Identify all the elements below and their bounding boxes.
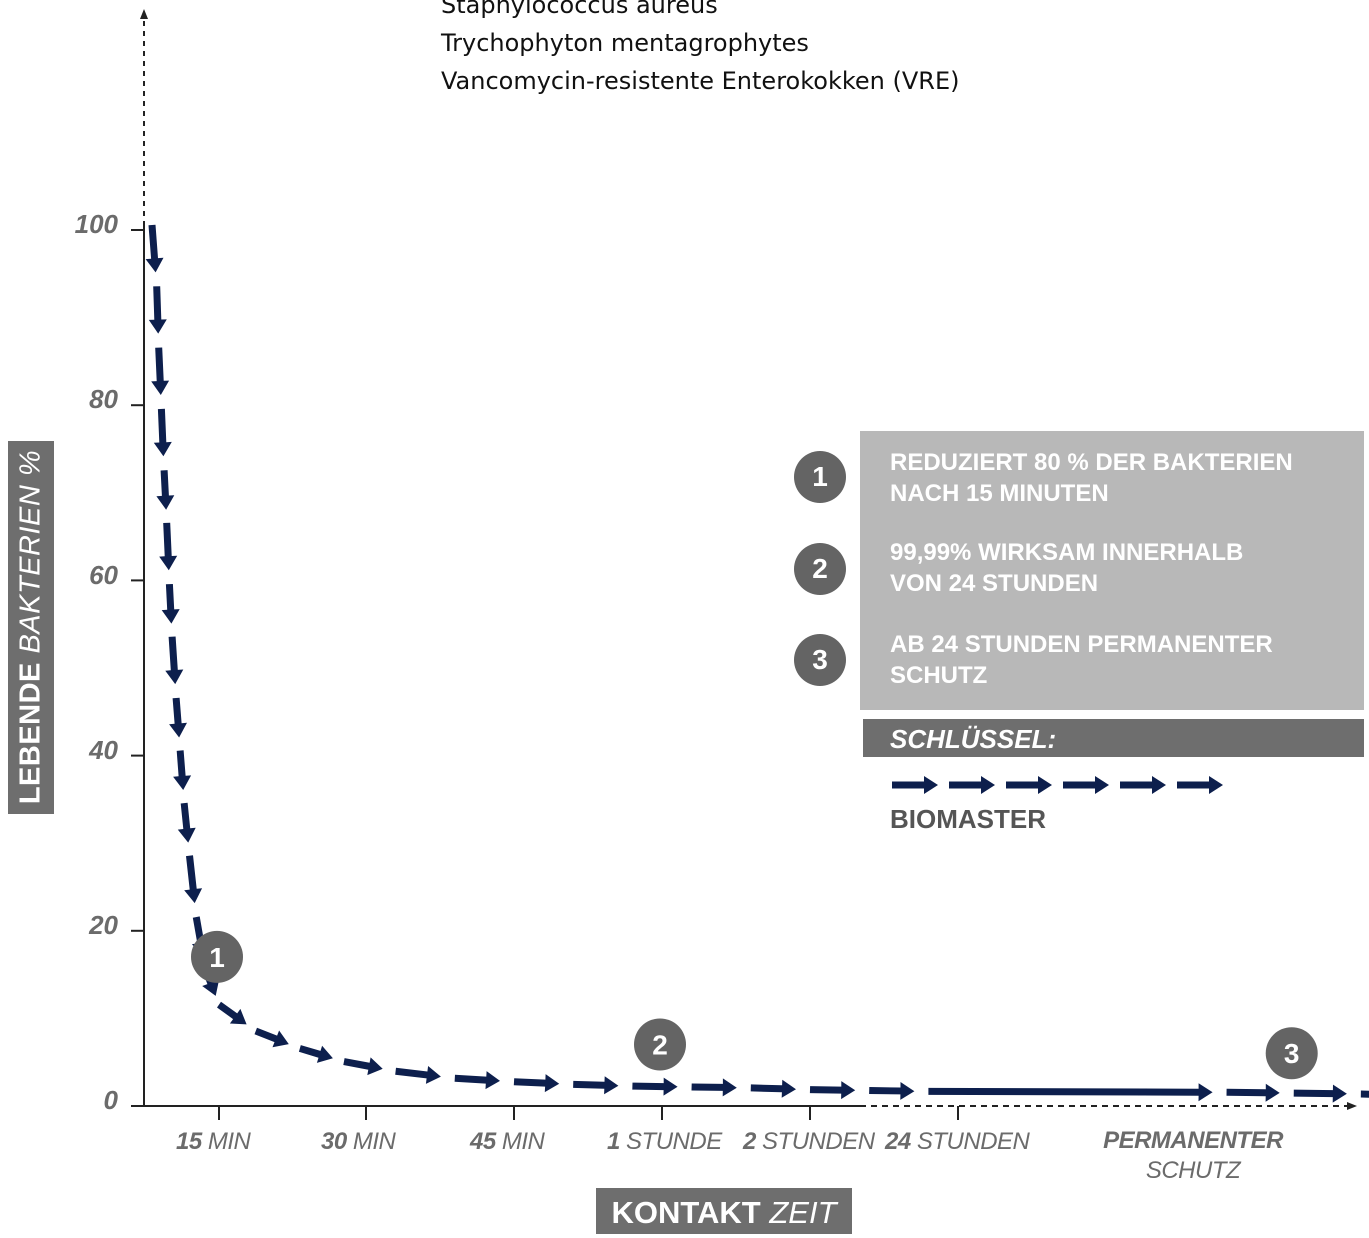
series-arrow [148,286,167,334]
x-tick-permanent-line1: PERMANENTER [1103,1127,1283,1154]
x-tick-unit: STUNDEN [910,1128,1030,1155]
y-axis-title-bold: LEBENDE [14,662,47,805]
legend-badge: 1 [794,451,846,503]
series-arrow [165,636,184,685]
y-tick-label: 60 [89,560,118,590]
series-arrow [454,1071,500,1090]
annotation-badge [1265,1027,1318,1080]
series-arrow [632,1077,678,1096]
y-tick-marks [131,229,144,1107]
x-axis-title: KONTAKT ZEIT [596,1188,852,1234]
x-tick-number: 2 [743,1128,756,1155]
series-arrow [1293,1084,1347,1103]
x-tick-label-permanent: PERMANENTER SCHUTZ [1098,1126,1288,1186]
series-arrow [153,408,172,457]
series-arrow [573,1076,619,1095]
x-tick-label: 1 STUNDE [607,1130,722,1154]
series-arrow [184,855,203,904]
annotation-badge [191,930,243,983]
organism-3: Vancomycin-resistente Enterokokken (VRE) [441,67,960,95]
y-axis-title-box [8,441,54,814]
x-tick-label: 45 MIN [470,1128,545,1155]
x-tick-number: 45 [470,1128,496,1155]
x-axis-title-italic: ZEIT [769,1195,837,1230]
organism-list: Staphylococcus aureus Trychophyton menta… [441,0,959,100]
x-tick-marks [218,1106,959,1120]
legend-item: 99,99% WIRKSAM INNERHALB VON 24 STUNDEN [890,537,1360,599]
series-arrow [809,1081,856,1100]
series-arrow [513,1074,560,1093]
series-arrow [395,1066,441,1084]
point-annotations: 1 2 3 [191,930,1318,1080]
x-tick-unit: STUNDEN [755,1128,875,1155]
legend-key-arrow [1006,776,1052,794]
annotation-badge [634,1018,686,1071]
x-axis-title-bold: KONTAKT [611,1195,761,1230]
series-arrow [1360,1090,1369,1098]
legend-key-title: SCHLÜSSEL: [863,719,1364,757]
x-tick-permanent-line2: SCHUTZ [1145,1157,1241,1184]
x-tick-label: 24 STUNDEN [885,1128,1030,1155]
x-tick-number: 15 [176,1128,202,1155]
annotation-label: 3 [1284,1038,1300,1069]
series-arrow [161,584,180,624]
annotation-label: 2 [652,1029,668,1060]
x-tick-label: 15 MIN [176,1128,251,1155]
y-axis-title: LEBENDE BAKTERIEN % [15,450,48,804]
legend-key-arrow [892,776,938,794]
series-arrow [177,802,196,843]
series-arrow [343,1057,383,1076]
legend-item-line2: NACH 15 MINUTEN [890,480,1109,507]
series-arrow [159,522,178,571]
legend-item-line1: AB 24 STUNDEN PERMANENTER [890,631,1273,658]
legend-key-arrows [892,776,1223,794]
organism-2: Trychophyton mentagrophytes [441,29,809,57]
series-arrow [145,224,164,273]
legend-key-arrow [1063,776,1109,794]
y-tick-label: 0 [103,1085,118,1115]
legend-item: REDUZIERT 80 % DER BAKTERIEN NACH 15 MIN… [890,447,1360,509]
legend-item: AB 24 STUNDEN PERMANENTER SCHUTZ [890,629,1360,691]
x-tick-unit: MIN [495,1128,545,1155]
legend-key-arrow [1120,776,1166,794]
series-arrow [173,750,192,790]
series-arrow [298,1045,333,1063]
series-arrow [750,1079,796,1098]
legend-item-line2: VON 24 STUNDEN [890,570,1099,597]
legend-series-name: BIOMASTER [890,804,1046,834]
series-arrow [151,347,170,395]
legend-badge: 2 [794,543,846,595]
series-arrow [169,697,187,738]
x-tick-unit: MIN [346,1128,396,1155]
series-arrow [1226,1083,1280,1102]
series-arrow [928,1083,1213,1102]
series-arrow [217,1001,247,1025]
x-tick-number: 24 [885,1128,911,1155]
x-tick-label: 30 MIN [321,1128,396,1155]
y-axis-title-italic: BAKTERIEN % [14,449,47,654]
x-tick-number: 30 [321,1128,347,1155]
series-arrow [254,1027,289,1048]
series-arrow [691,1078,737,1097]
legend-panel [860,431,1364,710]
series-arrow [869,1082,915,1100]
x-tick-unit: MIN [201,1128,251,1155]
y-tick-label: 20 [89,910,118,940]
y-tick-label: 80 [89,384,118,414]
legend-badge: 3 [794,634,846,686]
legend-key-arrow [1177,776,1223,794]
legend-item-line2: SCHUTZ [890,662,988,689]
x-tick-number: 1 [607,1128,620,1155]
x-tick-unit: STUNDE [619,1128,722,1155]
annotation-label: 1 [209,942,225,973]
legend-item-line1: REDUZIERT 80 % DER BAKTERIEN [890,449,1293,476]
legend-item-line1: 99,99% WIRKSAM INNERHALB [890,539,1244,566]
y-tick-label: 40 [89,735,118,765]
y-tick-label: 100 [74,209,118,239]
organism-1: Staphylococcus aureus [441,0,718,19]
series-arrow [156,470,175,510]
legend-key-arrow [949,776,995,794]
x-tick-label: 2 STUNDEN [743,1130,875,1154]
